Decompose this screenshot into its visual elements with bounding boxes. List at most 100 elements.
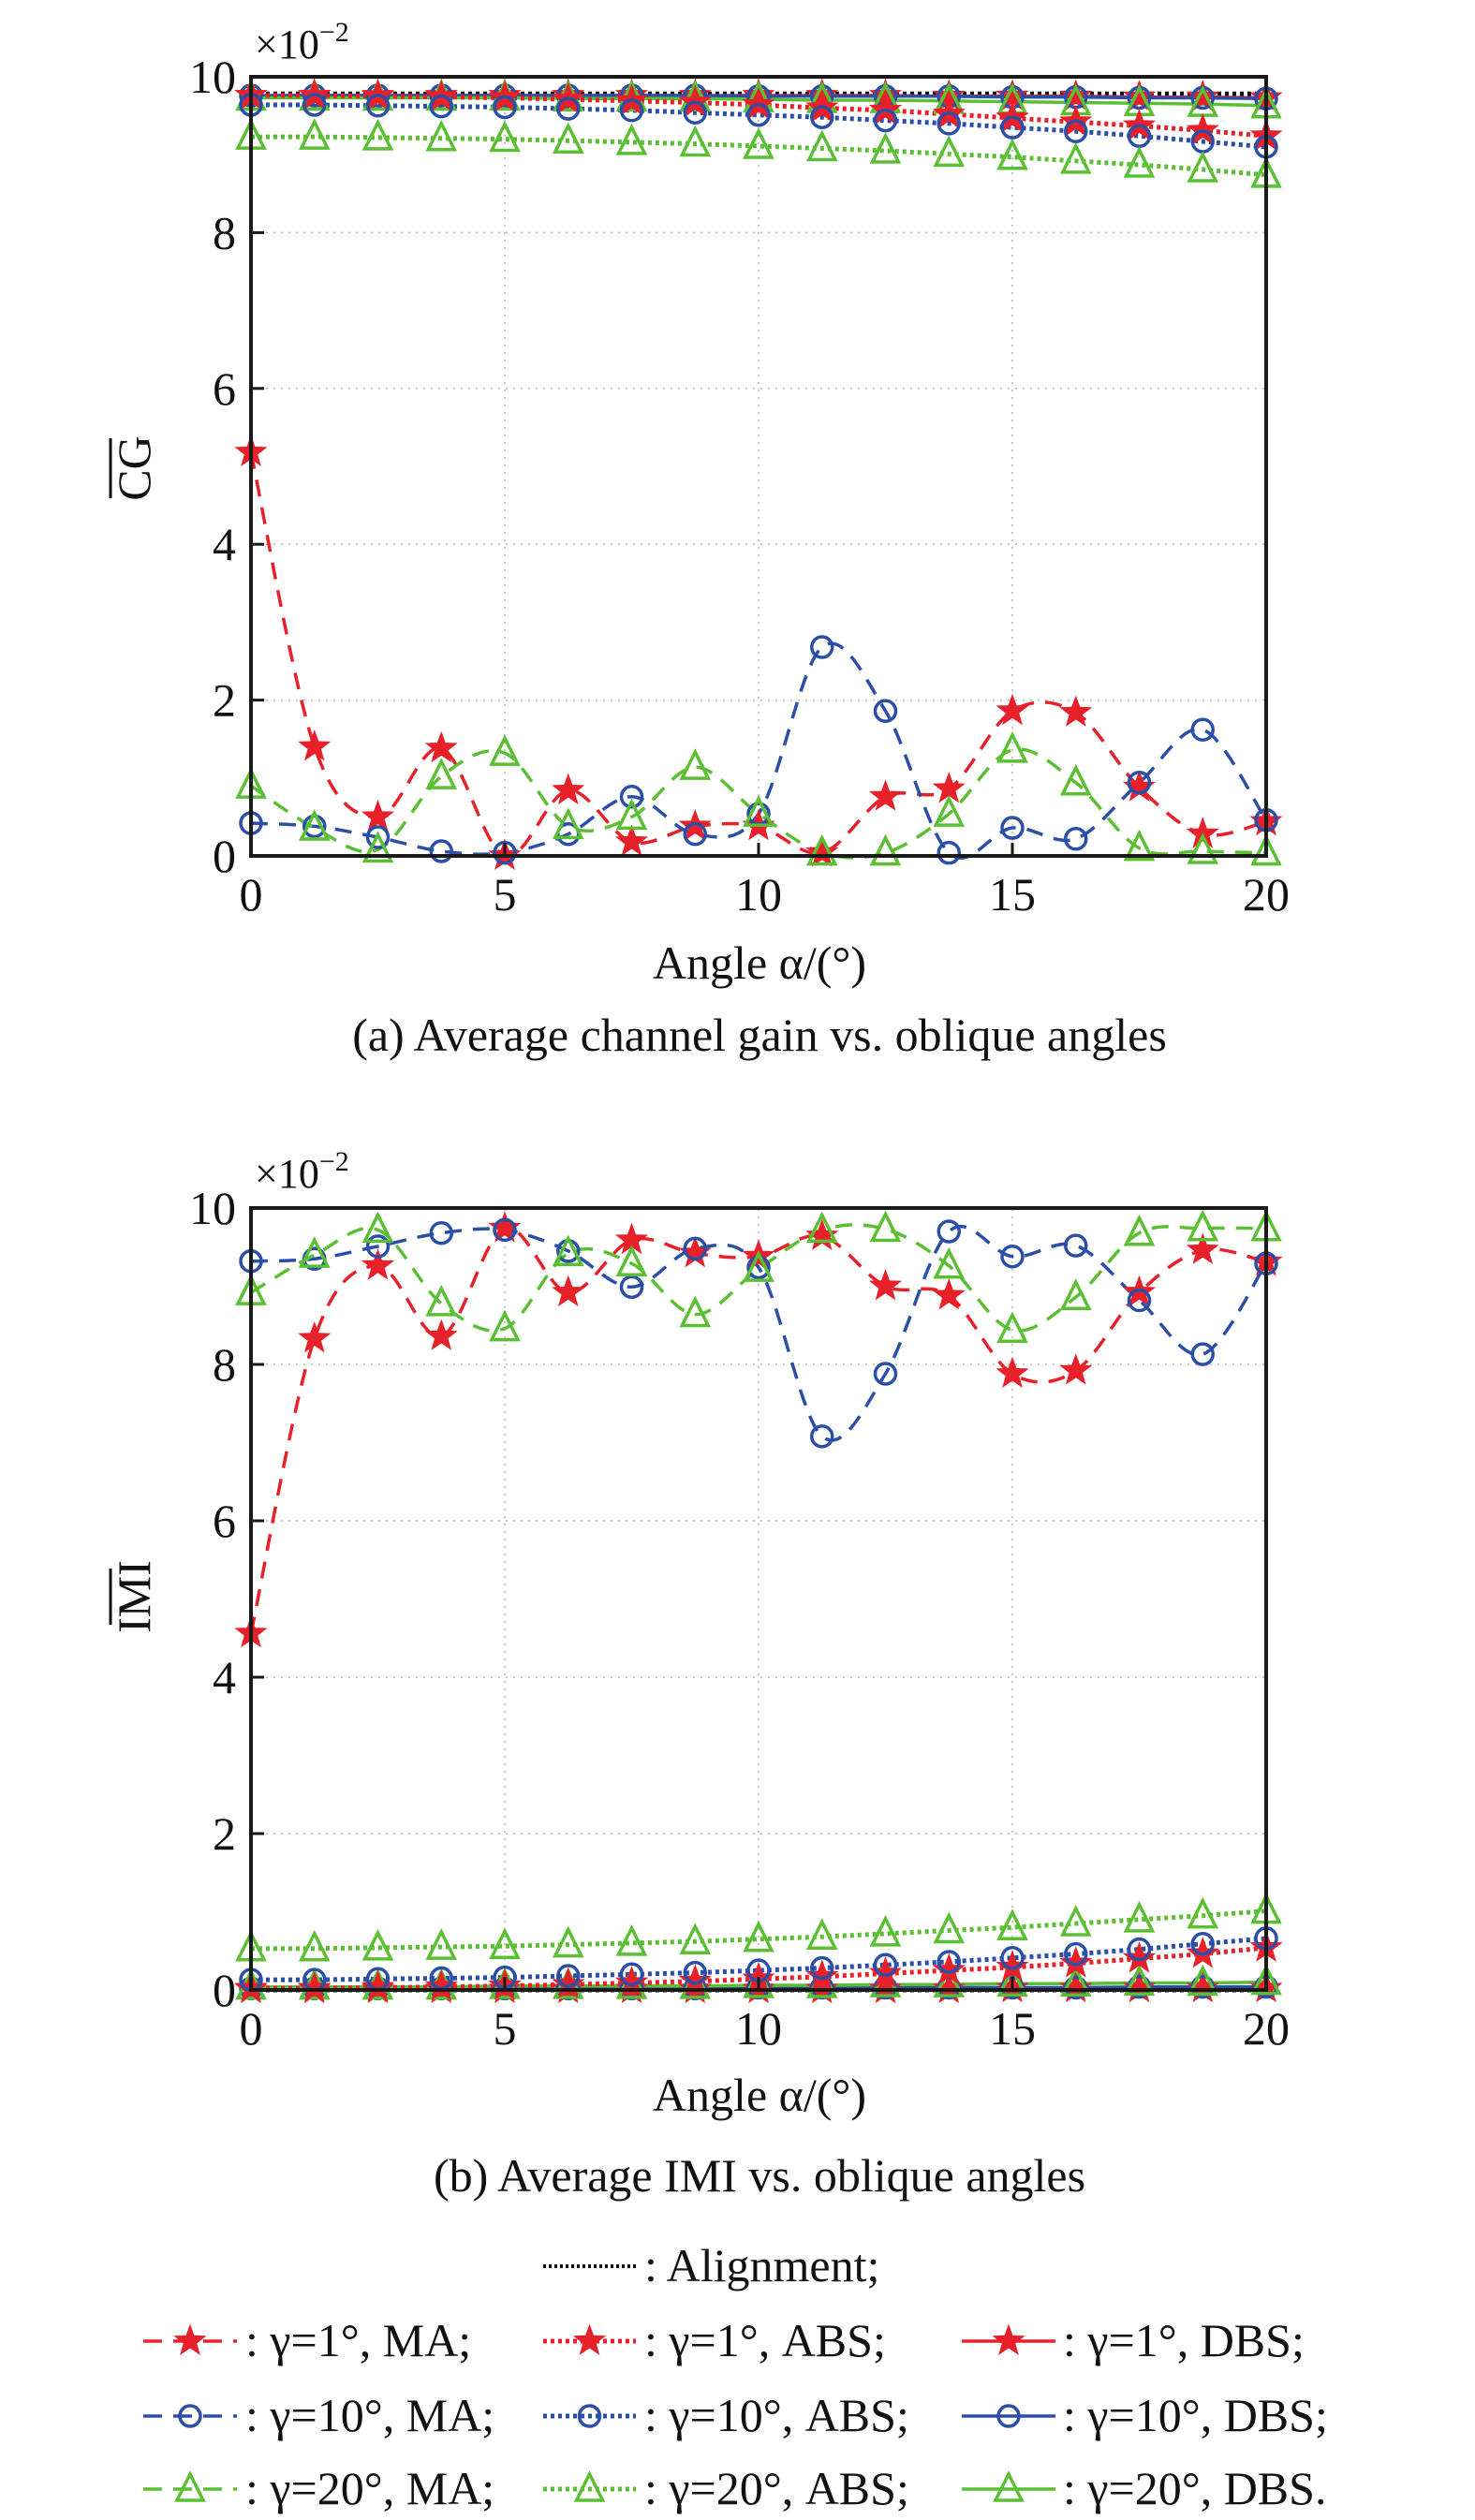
data-point-triangle [743, 795, 774, 827]
data-point-star [361, 1248, 395, 1280]
data-point-triangle [933, 1911, 966, 1944]
series-line--10-abs [251, 1936, 1267, 1982]
x-tick-label: 10 [735, 868, 782, 921]
data-point-circle [365, 94, 391, 118]
data-point-circle [429, 1220, 453, 1245]
legend-colon: : [1063, 2389, 1087, 2441]
data-point-circle [810, 635, 834, 659]
caption-b: (b) Average IMI vs. oblique angles [434, 2149, 1085, 2202]
data-point-triangle [869, 833, 902, 866]
legend-marker-star [173, 2323, 207, 2355]
legend-item-g20_dbs: : γ=20°, DBS. [962, 2462, 1326, 2514]
data-point-triangle [298, 1236, 331, 1268]
data-point-circle [810, 105, 834, 130]
y-axis-label-b: IMI [108, 1560, 160, 1633]
y-tick-label: 10 [189, 1182, 236, 1234]
legend-colon: : [245, 2389, 270, 2441]
legend-label: : γ=1°, ABS; [644, 2314, 886, 2366]
data-point-circle [1064, 1941, 1088, 1967]
data-point-star [1059, 1946, 1093, 1978]
data-point-star [932, 1278, 966, 1310]
data-point-star [1059, 79, 1093, 111]
data-point-circle [873, 699, 898, 723]
legend-colon: : [644, 2239, 667, 2292]
data-point-star [805, 835, 839, 867]
legend-text-alignment: Alignment; [667, 2239, 880, 2292]
data-point-triangle [869, 1210, 902, 1243]
legend-label: : γ=10°, MA; [245, 2389, 494, 2441]
data-point-triangle [425, 758, 458, 789]
legend-text: γ=20°, DBS. [1086, 2462, 1326, 2514]
data-point-star [1122, 1941, 1157, 1973]
axes-a [249, 75, 1268, 858]
data-point-triangle [933, 1966, 966, 1997]
data-point-circle [1127, 1937, 1152, 1962]
data-point-star [996, 1356, 1029, 1388]
legend-marker-triangle [573, 2470, 606, 2502]
data-point-circle [873, 1953, 898, 1978]
data-point-circle [619, 98, 644, 123]
data-point-star [1186, 1937, 1219, 1968]
legend-colon: : [644, 2462, 669, 2514]
data-point-triangle [996, 1965, 1028, 1997]
data-point-star [614, 824, 649, 856]
data-point-triangle [743, 1250, 774, 1282]
data-point-circle [1190, 717, 1215, 742]
data-point-triangle [425, 1928, 458, 1960]
data-point-triangle [933, 795, 966, 827]
series-line--20-ma [250, 747, 1267, 860]
data-point-circle [683, 100, 707, 125]
data-point-triangle [298, 118, 331, 150]
data-point-circle [1064, 826, 1088, 851]
data-point-circle [1000, 816, 1025, 840]
data-point-triangle [489, 1309, 521, 1342]
y-tick-label: 0 [213, 830, 236, 882]
data-point-triangle [869, 1914, 902, 1947]
x-axis-label-b: Angle α/(°) [653, 2069, 866, 2121]
marker-layer-a [234, 78, 1283, 870]
legend-text: γ=10°, ABS; [668, 2389, 908, 2441]
legend-item-alignment: : Alignment; [543, 2239, 879, 2292]
data-point-triangle [996, 1311, 1028, 1344]
data-point-triangle [489, 120, 521, 153]
y-tick-label: 0 [213, 1964, 236, 2016]
y-axis-label-text-b: IMI [108, 1560, 160, 1633]
data-point-triangle [1123, 1214, 1156, 1246]
data-point-star [298, 729, 332, 761]
data-point-triangle [615, 798, 648, 831]
data-point-star [868, 779, 903, 811]
x-tick-label: 0 [240, 868, 263, 921]
data-point-star [1059, 1353, 1093, 1385]
data-point-triangle [1187, 1964, 1219, 1997]
data-point-circle [619, 1962, 644, 1987]
data-point-star [552, 1275, 585, 1307]
data-point-circle [493, 95, 517, 120]
data-point-circle [937, 1219, 961, 1244]
legend-text: γ=20°, MA; [269, 2462, 494, 2514]
legend-label: : γ=1°, DBS; [1063, 2314, 1305, 2366]
data-point-circle [810, 1955, 834, 1981]
y-tick-label: 10 [189, 51, 236, 103]
legend-label: : γ=20°, ABS; [644, 2462, 909, 2514]
data-point-star [361, 799, 395, 832]
x-tick-label: 20 [1243, 868, 1290, 921]
data-point-triangle [1123, 146, 1156, 178]
data-point-star [552, 773, 585, 805]
data-point-triangle [743, 127, 774, 159]
data-point-star [996, 1950, 1029, 1982]
legend-item-g10_dbs: : γ=10°, DBS; [962, 2389, 1328, 2441]
data-point-circle [429, 94, 453, 119]
caption-a: (a) Average channel gain vs. oblique ang… [352, 1009, 1167, 1061]
data-point-star [996, 693, 1029, 726]
data-point-triangle [615, 123, 648, 155]
data-point-triangle [679, 748, 712, 780]
data-point-triangle [805, 1211, 838, 1244]
data-point-circle [937, 840, 961, 865]
data-point-triangle [489, 1927, 521, 1959]
data-point-triangle [1187, 1896, 1219, 1929]
data-point-circle [365, 1234, 391, 1259]
data-point-triangle [933, 135, 966, 168]
data-point-circle [302, 93, 327, 117]
data-point-circle [619, 785, 644, 809]
data-point-star [1186, 112, 1219, 145]
